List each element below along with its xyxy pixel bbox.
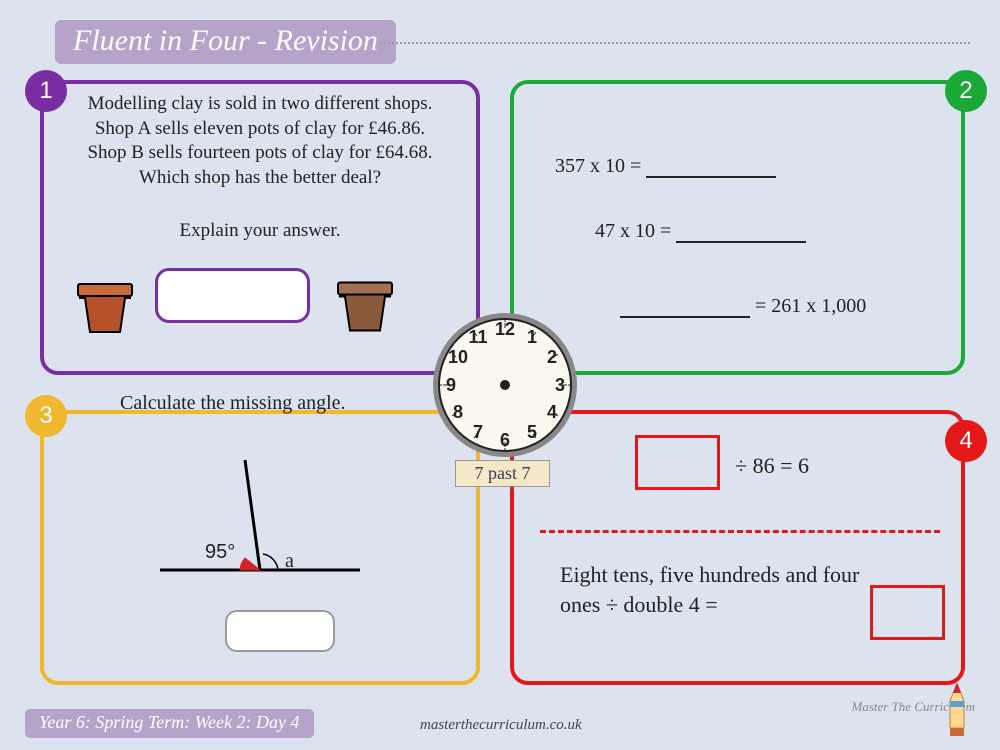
q2-blank-2[interactable]	[676, 225, 806, 243]
svg-text:7: 7	[473, 422, 483, 442]
svg-text:10: 10	[448, 347, 468, 367]
q1-prompt: Modelling clay is sold in two different …	[60, 92, 460, 191]
q2-eq1-left: 357 x 10 =	[555, 155, 641, 177]
svg-text:8: 8	[453, 402, 463, 422]
footer-breadcrumb: Year 6: Spring Term: Week 2: Day 4	[25, 709, 314, 738]
q2-equation-1: 357 x 10 =	[555, 155, 776, 178]
svg-text:2: 2	[547, 347, 557, 367]
angle-a-label: a	[285, 550, 294, 572]
q2-equation-3: = 261 x 1,000	[620, 295, 866, 318]
q2-eq3-right: = 261 x 1,000	[755, 295, 866, 317]
q1-line4: Which shop has the better deal?	[139, 167, 381, 188]
q1-line1: Modelling clay is sold in two different …	[88, 93, 433, 114]
svg-text:1: 1	[527, 327, 537, 347]
badge-1: 1	[25, 70, 67, 112]
q1-answer-box[interactable]	[155, 268, 310, 323]
q2-equation-2: 47 x 10 =	[595, 220, 806, 243]
q1-line3: Shop B sells fourteen pots of clay for £…	[87, 142, 432, 163]
clay-pot-icon-right	[330, 266, 400, 341]
clock-time-label: 7 past 7	[455, 460, 550, 487]
footer-url: masterthecurriculum.co.uk	[420, 717, 582, 734]
angle-95-label: 95°	[205, 541, 235, 563]
clock-icon: 1212 345 678 91011	[430, 310, 580, 460]
q4-word-problem: Eight tens, five hundreds and four ones …	[560, 560, 870, 619]
q3-answer-box[interactable]	[225, 610, 335, 652]
svg-text:11: 11	[468, 327, 487, 347]
q4-equation-1: ÷ 86 = 6	[735, 453, 809, 479]
q2-blank-3[interactable]	[620, 300, 750, 318]
svg-text:5: 5	[527, 422, 537, 442]
q4-divider	[540, 530, 940, 533]
q2-eq2-left: 47 x 10 =	[595, 220, 671, 242]
badge-3: 3	[25, 395, 67, 437]
q3-title: Calculate the missing angle.	[120, 392, 346, 415]
q4-answer-box-1[interactable]	[635, 435, 720, 490]
svg-text:4: 4	[547, 402, 557, 422]
clay-pot-icon-left	[70, 270, 140, 340]
pen-icon	[946, 683, 968, 738]
page-title: Fluent in Four - Revision	[55, 20, 396, 64]
q2-blank-1[interactable]	[646, 160, 776, 178]
title-dotted-line	[380, 42, 970, 44]
q4-answer-box-2[interactable]	[870, 585, 945, 640]
badge-4: 4	[945, 420, 987, 462]
badge-2: 2	[945, 70, 987, 112]
q1-line2: Shop A sells eleven pots of clay for £46…	[95, 118, 425, 139]
angle-diagram: 95° a	[150, 450, 380, 600]
q1-explain: Explain your answer.	[60, 220, 460, 242]
